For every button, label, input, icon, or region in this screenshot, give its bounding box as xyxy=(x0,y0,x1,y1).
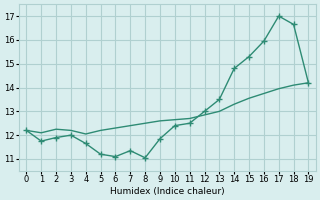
X-axis label: Humidex (Indice chaleur): Humidex (Indice chaleur) xyxy=(110,187,225,196)
